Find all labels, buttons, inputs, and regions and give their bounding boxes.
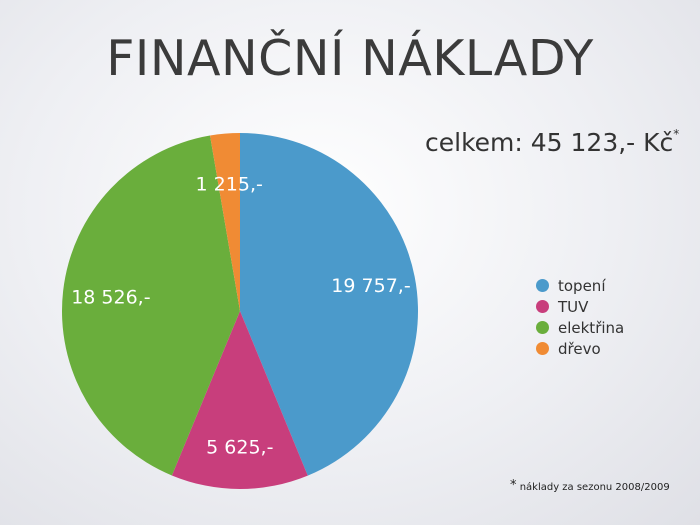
legend-label-4: dřevo <box>558 339 601 358</box>
legend-swatch-4 <box>536 342 549 355</box>
pie-slice-label-2: 5 625,- <box>206 436 273 458</box>
footnote-text: náklady za sezonu 2008/2009 <box>519 482 670 493</box>
pie-slice-2 <box>171 311 308 490</box>
legend-item-4: dřevo <box>536 338 624 359</box>
legend-swatch-3 <box>536 321 549 334</box>
pie-slices <box>61 133 419 490</box>
legend-label-2: TUV <box>558 297 589 316</box>
legend-swatch-1 <box>536 279 549 292</box>
pie-slice-label-3: 18 526,- <box>71 287 150 309</box>
pie-slice-label-4: 1 215,- <box>196 173 263 195</box>
total-cost-footnote-mark: * <box>673 127 680 141</box>
legend-label-3: elektřina <box>558 318 625 337</box>
footnote: * náklady za sezonu 2008/2009 <box>510 478 670 497</box>
footnote-mark: * <box>510 478 517 493</box>
pie-slice-3 <box>61 135 240 476</box>
pie-slice-labels: 19 757,- 5 625,- 18 526,- 1 215,- <box>71 173 410 458</box>
pie-slice-1 <box>240 133 419 476</box>
total-cost: celkem: 45 123,- Kč* <box>425 127 680 157</box>
slide-title: FINANČNÍ NÁKLADY <box>106 30 594 87</box>
legend-label-1: topení <box>558 276 606 295</box>
total-cost-text: celkem: 45 123,- Kč <box>425 128 674 157</box>
pie-slice-label-1: 19 757,- <box>331 275 410 297</box>
legend-item-1: topení <box>536 275 624 296</box>
legend-swatch-2 <box>536 300 549 313</box>
pie-slice-4 <box>210 133 240 311</box>
legend-item-2: TUV <box>536 296 624 317</box>
legend-item-3: elektřina <box>536 317 624 338</box>
chart-legend: topení TUV elektřina dřevo <box>536 275 624 359</box>
